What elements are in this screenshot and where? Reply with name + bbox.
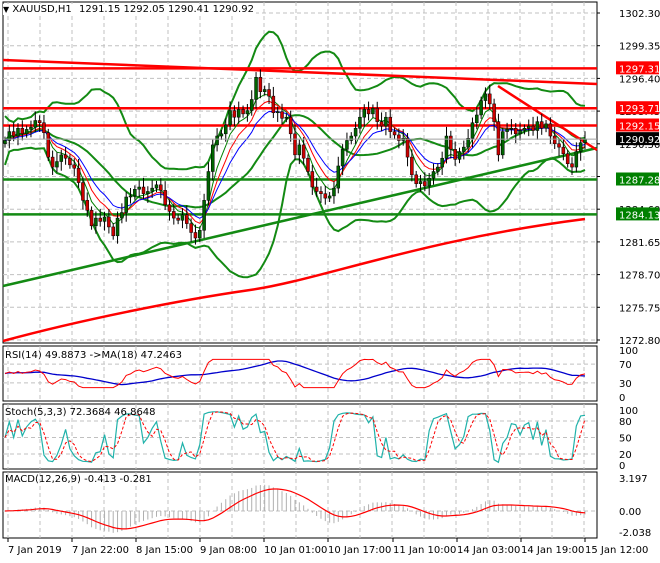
svg-text:1275.75: 1275.75 [619,303,660,314]
macd-label: MACD(12,26,9) -0.413 -0.281 [5,474,152,485]
svg-text:1297.31: 1297.31 [619,64,660,75]
svg-text:10 Jan 01:00: 10 Jan 01:00 [264,545,327,556]
price-label [616,132,659,146]
svg-text:1290.50: 1290.50 [619,140,660,151]
main-panel[interactable] [2,1,598,344]
long-ma [2,217,586,343]
svg-text:1293.71: 1293.71 [619,104,660,115]
svg-text:15 Jan 12:00: 15 Jan 12:00 [585,545,648,556]
svg-text:10 Jan 17:00: 10 Jan 17:00 [328,545,391,556]
chart-header: ▼ XAUUSD,H1 1291.15 1292.05 1290.41 1290… [3,4,256,15]
triangle-down-icon[interactable]: ▼ [3,5,10,14]
stoch-label: Stoch(5,3,3) 72.3684 46.8648 [5,407,156,418]
svg-text:7 Jan 22:00: 7 Jan 22:00 [72,545,129,556]
svg-text:30: 30 [619,379,632,390]
svg-text:0: 0 [619,461,625,472]
svg-text:-2.038: -2.038 [619,528,651,539]
svg-text:1272.80: 1272.80 [619,336,660,347]
stoch-panel[interactable] [2,403,598,470]
svg-text:0.00: 0.00 [619,507,641,518]
candles [3,69,587,245]
svg-text:1278.70: 1278.70 [619,271,660,282]
svg-text:1299.35: 1299.35 [619,42,660,53]
svg-text:8 Jan 15:00: 8 Jan 15:00 [136,545,193,556]
ohlc-values: 1291.15 1292.05 1290.41 1290.92 [78,4,254,15]
price-label [616,61,659,75]
svg-text:80: 80 [619,417,632,428]
rsi-lines [4,358,586,389]
rsi-label: RSI(14) 49.8873 ->MA(18) 47.2463 [5,350,182,361]
price-label [616,172,659,186]
svg-text:1281.65: 1281.65 [619,238,660,249]
svg-text:50: 50 [619,434,632,445]
svg-text:0: 0 [619,393,625,404]
svg-text:20: 20 [619,450,632,461]
stoch-lines [4,411,586,464]
svg-text:100: 100 [619,406,638,417]
svg-text:1302.30: 1302.30 [619,9,660,20]
svg-text:1296.40: 1296.40 [619,74,660,85]
svg-text:70: 70 [619,360,632,371]
price-label [616,101,659,115]
svg-text:11 Jan 10:00: 11 Jan 10:00 [393,545,456,556]
svg-text:100: 100 [619,346,638,357]
svg-text:7 Jan 2019: 7 Jan 2019 [8,545,62,556]
svg-text:3.197: 3.197 [619,474,648,485]
svg-text:14 Jan 03:00: 14 Jan 03:00 [457,545,520,556]
svg-text:1292.15: 1292.15 [619,122,660,133]
svg-text:9 Jan 08:00: 9 Jan 08:00 [200,545,257,556]
macd [4,484,586,533]
svg-text:14 Jan 19:00: 14 Jan 19:00 [521,545,584,556]
svg-text:1290.92: 1290.92 [619,135,660,146]
svg-text:1284.13: 1284.13 [619,210,660,221]
time-axis: 7 Jan 2019 7 Jan 22:00 8 Jan 15:00 9 Jan 08… [7,538,648,556]
price-label [616,118,659,132]
svg-text:1287.28: 1287.28 [619,175,660,186]
symbol-label: XAUUSD,H1 [12,4,72,15]
price-axis: 1302.301299.351296.401293.451290.501287.… [597,9,660,347]
price-label [616,207,659,221]
